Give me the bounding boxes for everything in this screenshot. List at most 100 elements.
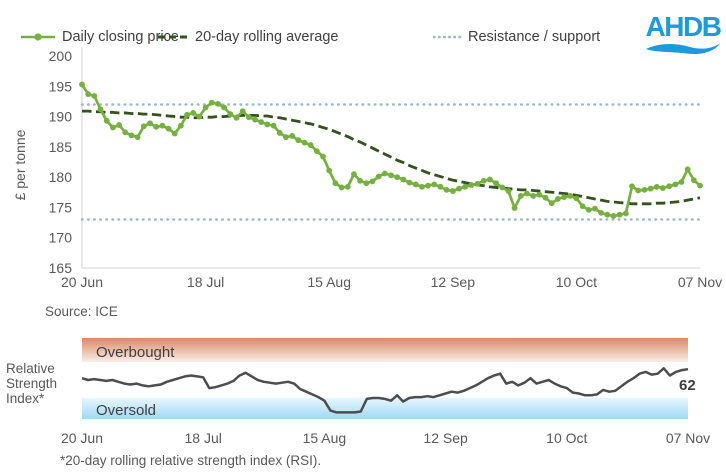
daily-price-marker: [684, 166, 691, 173]
rsi-line: [81, 367, 689, 414]
oversold-band: [82, 398, 688, 419]
rsi-axis-title-line1: Relative: [6, 361, 55, 376]
daily-price-marker: [245, 114, 252, 121]
daily-price-marker: [647, 185, 654, 192]
daily-price-marker: [307, 142, 314, 148]
daily-price-marker: [425, 182, 431, 189]
daily-price-marker: [653, 183, 660, 190]
daily-price-marker: [338, 184, 345, 191]
daily-price-marker: [672, 181, 679, 188]
legend-item-resistance-support: Resistance / support: [432, 29, 600, 45]
legend-label-average: 20-day rolling average: [195, 29, 339, 45]
y-axis-title: £ per tonne: [12, 129, 28, 200]
daily-price-marker: [443, 186, 450, 193]
daily-price-marker: [419, 183, 425, 190]
daily-price-marker: [468, 182, 475, 188]
daily-price-marker: [573, 195, 580, 202]
rsi-x-tick-label: 10 Oct: [546, 430, 587, 446]
daily-price-marker: [400, 176, 407, 183]
daily-price-marker: [536, 191, 543, 198]
daily-price-marker: [91, 93, 98, 99]
y-tick-label: 190: [49, 109, 73, 125]
daily-price-marker: [227, 111, 234, 118]
daily-price-marker: [363, 180, 370, 187]
daily-price-marker: [431, 181, 438, 188]
daily-price-marker: [449, 188, 456, 194]
daily-price-marker: [233, 114, 240, 121]
daily-price-marker: [412, 181, 419, 188]
daily-price-marker: [326, 167, 333, 174]
x-tick-label: 18 Jul: [187, 274, 224, 290]
daily-price-marker: [480, 177, 487, 184]
legend-label-daily: Daily closing price: [62, 29, 179, 45]
daily-price-marker: [394, 174, 401, 181]
y-tick-label: 175: [49, 199, 73, 215]
ahdb-logo-text: AHDB: [645, 11, 722, 42]
rsi-x-tick-label: 18 Jul: [185, 430, 222, 446]
daily-price-marker: [122, 129, 129, 136]
daily-price-marker: [530, 193, 537, 199]
y-tick-label: 170: [49, 230, 73, 246]
daily-price-marker: [585, 206, 592, 213]
y-tick-label: 200: [49, 48, 73, 64]
daily-price-marker: [147, 120, 153, 127]
daily-price-marker: [184, 111, 190, 118]
daily-price-marker: [554, 196, 561, 202]
daily-price-marker: [641, 186, 648, 193]
overbought-band: [82, 338, 688, 362]
daily-price-marker: [388, 172, 394, 179]
daily-price-marker: [140, 123, 147, 130]
legend-item-daily-closing-price: Daily closing price: [20, 29, 179, 45]
daily-price-marker: [159, 122, 166, 129]
daily-price-marker: [561, 194, 567, 201]
daily-price-marker: [295, 137, 302, 144]
daily-price-marker: [629, 183, 635, 190]
daily-price-marker: [616, 211, 623, 218]
overbought-label: Overbought: [96, 344, 175, 361]
daily-price-marker: [116, 122, 122, 128]
daily-price-marker: [270, 122, 277, 129]
daily-price-marker: [153, 123, 160, 130]
x-tick-label: 10 Oct: [556, 274, 597, 290]
rsi-axis-title-line3: Index*: [6, 391, 45, 406]
daily-price-marker: [289, 133, 296, 139]
daily-price-marker: [598, 209, 605, 216]
daily-price-marker: [276, 130, 283, 136]
daily-price-marker: [406, 179, 413, 186]
daily-price-marker: [542, 194, 549, 201]
oversold-label: Oversold: [96, 402, 156, 419]
daily-price-marker: [666, 183, 672, 190]
daily-price-marker: [79, 81, 85, 88]
daily-price-marker: [375, 173, 382, 180]
daily-price-marker: [548, 200, 555, 207]
daily-price-marker: [344, 183, 351, 190]
daily-price-marker: [97, 106, 104, 113]
daily-price-marker: [320, 153, 326, 160]
daily-price-marker: [357, 177, 363, 184]
daily-price-marker: [610, 213, 617, 219]
daily-price-marker: [202, 104, 209, 111]
y-tick-label: 195: [49, 78, 73, 94]
daily-price-marker: [437, 183, 444, 190]
daily-price-marker: [697, 182, 703, 189]
daily-price-marker: [258, 119, 265, 125]
rsi-chart: 20 Jun 18 Jul 15 Aug 12 Sep 10 Oct 07 Nov: [61, 338, 710, 446]
rolling-average-line: [82, 109, 701, 206]
daily-price-marker: [283, 134, 289, 141]
daily-price-marker: [579, 203, 586, 210]
daily-price-marker: [690, 177, 697, 184]
daily-price-marker: [456, 185, 462, 192]
daily-price-marker: [381, 170, 388, 177]
daily-price-marker: [660, 185, 666, 191]
y-tick-label: 180: [49, 169, 73, 185]
daily-price-marker: [239, 108, 246, 115]
daily-price-marker: [85, 91, 92, 98]
daily-price-marker: [486, 176, 493, 183]
daily-price-marker: [678, 179, 685, 185]
daily-price-marker: [134, 134, 141, 141]
x-tick-label: 07 Nov: [678, 274, 722, 290]
ahdb-logo: AHDB: [645, 11, 722, 55]
daily-price-marker: [592, 205, 598, 212]
